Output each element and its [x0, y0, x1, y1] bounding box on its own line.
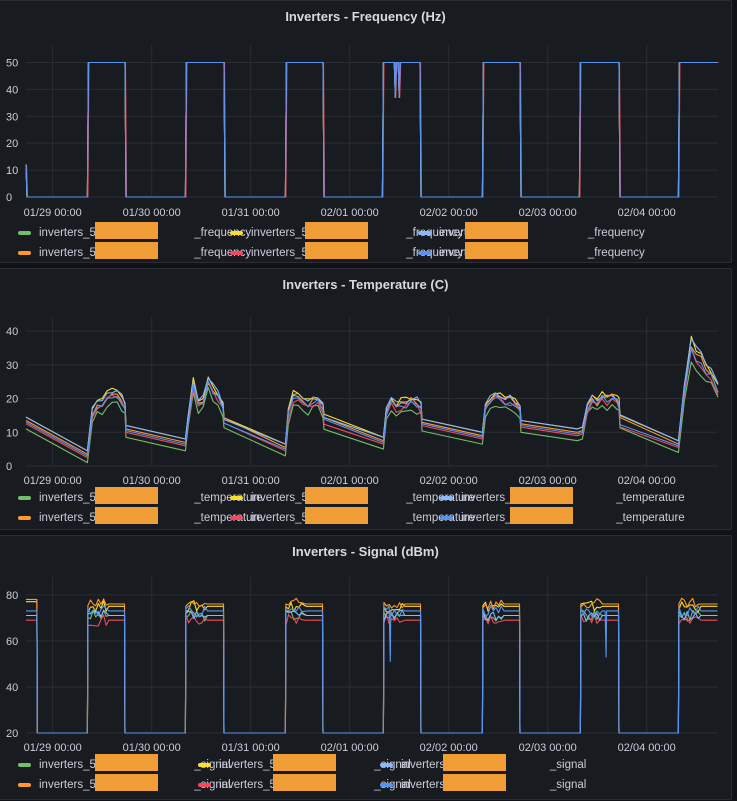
series-line[interactable]: [25, 61, 718, 198]
x-tick-label: 01/31 00:00: [222, 207, 280, 219]
x-tick-label: 01/30 00:00: [123, 475, 181, 487]
series-line[interactable]: [26, 613, 718, 734]
legend-swatch-icon: [380, 783, 393, 787]
y-tick-label: 30: [6, 360, 18, 372]
legend-swatch-icon: [230, 231, 243, 235]
x-tick-label: 02/01 00:00: [321, 742, 379, 754]
legend-swatch-icon: [380, 763, 393, 767]
series-line[interactable]: [25, 61, 718, 198]
redaction-block: [95, 754, 158, 771]
x-tick-label: 02/03 00:00: [519, 742, 577, 754]
y-tick-label: 10: [6, 165, 18, 177]
redaction-block: [305, 487, 368, 504]
series-line[interactable]: [25, 338, 719, 452]
legend-swatch-icon: [198, 763, 211, 767]
legend-swatch-icon: [18, 251, 31, 255]
series-line[interactable]: [25, 61, 718, 198]
legend-swatch-icon: [18, 783, 31, 787]
x-tick-label: 02/01 00:00: [321, 475, 379, 487]
panel-title[interactable]: Inverters - Frequency (Hz): [285, 9, 446, 24]
legend-swatch-icon: [230, 516, 243, 520]
y-tick-label: 20: [6, 394, 18, 406]
y-tick-label: 10: [6, 427, 18, 439]
y-tick-label: 60: [6, 636, 18, 648]
x-tick-label: 02/02 00:00: [420, 742, 478, 754]
y-tick-label: 50: [6, 57, 18, 69]
redaction-block: [510, 487, 573, 504]
series-line[interactable]: [26, 604, 718, 734]
legend-swatch-icon: [230, 251, 243, 255]
redaction-block: [465, 222, 528, 239]
legend-swatch-icon: [18, 496, 31, 500]
x-tick-label: 01/30 00:00: [123, 742, 181, 754]
legend-swatch-icon: [18, 763, 31, 767]
redaction-block: [443, 754, 506, 771]
redaction-block: [443, 774, 506, 791]
redaction-block: [305, 242, 368, 259]
x-tick-label: 02/04 00:00: [618, 207, 676, 219]
y-tick-label: 0: [6, 461, 12, 473]
x-tick-label: 02/04 00:00: [618, 475, 676, 487]
redaction-block: [305, 507, 368, 524]
series-line[interactable]: [26, 597, 718, 734]
panel-temperature: Inverters - Temperature (C) 0 10 20 30 40 01/2…: [0, 268, 732, 530]
x-tick-label: 02/01 00:00: [321, 207, 379, 219]
redaction-block: [95, 222, 158, 239]
y-tick-label: 40: [6, 84, 18, 96]
series-line[interactable]: [25, 61, 719, 198]
redaction-block: [273, 774, 336, 791]
panel-title[interactable]: Inverters - Signal (dBm): [292, 544, 439, 559]
redaction-block: [95, 774, 158, 791]
series-line[interactable]: [25, 347, 719, 457]
x-tick-label: 02/03 00:00: [519, 207, 577, 219]
y-tick-label: 40: [6, 326, 18, 338]
x-tick-label: 01/31 00:00: [222, 742, 280, 754]
x-tick-label: 01/31 00:00: [222, 475, 280, 487]
redaction-block: [305, 222, 368, 239]
panel-title[interactable]: Inverters - Temperature (C): [282, 277, 449, 292]
y-tick-label: 20: [6, 138, 18, 150]
x-tick-label: 01/30 00:00: [123, 207, 181, 219]
series-line[interactable]: [25, 361, 719, 464]
y-tick-label: 40: [6, 682, 18, 694]
legend-item[interactable]: inverters_5 _frequency: [418, 226, 645, 240]
y-tick-label: 30: [6, 111, 18, 123]
legend-swatch-icon: [198, 783, 211, 787]
legend-swatch-icon: [418, 251, 431, 255]
x-tick-label: 01/29 00:00: [24, 207, 82, 219]
legend-item[interactable]: inverters_5 _frequency: [418, 246, 645, 260]
y-tick-label: 0: [6, 192, 12, 204]
legend-swatch-icon: [230, 496, 243, 500]
x-tick-label: 01/29 00:00: [24, 742, 82, 754]
redaction-block: [95, 487, 158, 504]
legend-swatch-icon: [18, 516, 31, 520]
legend-swatch-icon: [418, 231, 431, 235]
redaction-block: [465, 242, 528, 259]
legend-swatch-icon: [18, 231, 31, 235]
chart-plot-area[interactable]: 0 10 20 30 40 50 01/29 00:00 01/30 00:00 01/31 0…: [0, 1, 732, 264]
series-line[interactable]: [25, 61, 718, 198]
legend-swatch-icon: [440, 516, 453, 520]
chart-plot-area[interactable]: 0 10 20 30 40 01/29 00:00 01/30 00:00 01/31 00:…: [0, 269, 732, 531]
series-line[interactable]: [26, 609, 718, 734]
y-tick-label: 80: [6, 590, 18, 602]
x-tick-label: 02/03 00:00: [519, 475, 577, 487]
x-tick-label: 02/02 00:00: [420, 475, 478, 487]
panel-signal: Inverters - Signal (dBm) 20 40 60 80 01/29 00…: [0, 535, 732, 800]
redaction-block: [510, 507, 573, 524]
panel-frequency: Inverters - Frequency (Hz) 0 10 20 30 40 50 01/…: [0, 0, 732, 263]
x-tick-label: 01/29 00:00: [24, 475, 82, 487]
redaction-block: [95, 507, 158, 524]
redaction-block: [95, 242, 158, 259]
series-line[interactable]: [26, 609, 718, 734]
redaction-block: [273, 754, 336, 771]
chart-plot-area[interactable]: 20 40 60 80 01/29 00:00 01/30 00:00 01/31 00:0…: [0, 536, 732, 801]
y-tick-label: 20: [6, 728, 18, 740]
x-tick-label: 02/04 00:00: [618, 742, 676, 754]
legend-swatch-icon: [440, 496, 453, 500]
x-tick-label: 02/02 00:00: [420, 207, 478, 219]
series-line[interactable]: [25, 61, 718, 198]
